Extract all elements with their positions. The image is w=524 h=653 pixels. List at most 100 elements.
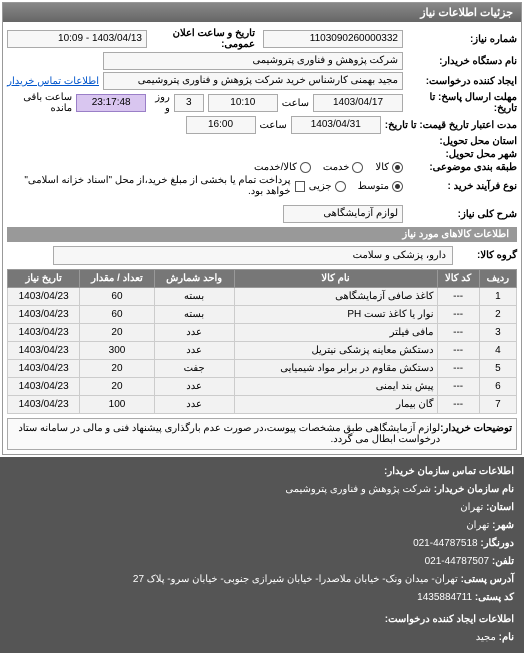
radio-icon <box>335 181 346 192</box>
requester-field: مجید بهمنی کارشناس خرید شرکت پژوهش و فنا… <box>103 72 403 90</box>
table-cell: بسته <box>154 306 234 324</box>
items-table: ردیفکد کالانام کالاواحد شمارشتعداد / مقد… <box>7 269 517 414</box>
table-cell: 1 <box>479 288 516 306</box>
table-cell: گان بیمار <box>234 396 437 414</box>
table-cell: --- <box>437 360 479 378</box>
process-note: پرداخت تمام یا بخشی از مبلغ خرید،از محل … <box>7 175 291 197</box>
table-cell: 2 <box>479 306 516 324</box>
table-cell: 1403/04/23 <box>8 378 80 396</box>
row-group: گروه کالا: دارو، پزشکی و سلامت <box>7 246 517 265</box>
remain-suffix: ساعت باقی مانده <box>7 92 72 114</box>
panel-header: جزئیات اطلاعات نیاز <box>3 3 521 22</box>
table-cell: دستکش مقاوم در برابر مواد شیمیایی <box>234 360 437 378</box>
table-cell: --- <box>437 396 479 414</box>
table-cell: 3 <box>479 324 516 342</box>
process-option[interactable]: متوسط <box>358 181 403 192</box>
table-cell: 1403/04/23 <box>8 396 80 414</box>
city-label: شهر محل تحویل: <box>407 149 517 160</box>
table-cell: --- <box>437 378 479 396</box>
table-cell: عدد <box>154 396 234 414</box>
table-cell: --- <box>437 342 479 360</box>
row-classification: طبقه بندی موضوعی: کالا خدمت کالا/خدمت <box>7 162 517 173</box>
contact-phone-label: تلفن: <box>492 556 514 567</box>
details-panel: جزئیات اطلاعات نیاز شماره نیاز: 11030902… <box>2 2 522 455</box>
table-cell: 300 <box>80 342 154 360</box>
table-cell: پیش بند ایمنی <box>234 378 437 396</box>
table-cell: 20 <box>80 360 154 378</box>
group-field: دارو، پزشکی و سلامت <box>53 246 453 265</box>
radio-icon <box>392 181 403 192</box>
contact-city-row: شهر: تهران <box>10 517 514 535</box>
contact-link[interactable]: اطلاعات تماس خریدار <box>7 76 99 87</box>
table-row[interactable]: 7---گان بیمارعدد1001403/04/23 <box>8 396 517 414</box>
creator-name: مجید <box>476 632 496 643</box>
class-option[interactable]: کالا <box>375 162 403 173</box>
validity-label: مدت اعتبار تاریخ قیمت: تا تاریخ: <box>385 120 517 131</box>
table-header-cell: ردیف <box>479 270 516 288</box>
process-label: نوع فرآیند خرید : <box>407 181 517 192</box>
creator-name-row: نام: مجید <box>10 629 514 647</box>
table-cell: 60 <box>80 288 154 306</box>
table-row[interactable]: 3---مافی فیلترعدد201403/04/23 <box>8 324 517 342</box>
contact-postcode-row: کد پستی: 1435884711 <box>10 589 514 607</box>
desc-label: توضیحات خریدار: <box>440 423 512 445</box>
contact-phone: 44787507-021 <box>425 556 490 567</box>
radio-label: کالا <box>375 162 389 173</box>
announce-label: تاریخ و ساعت اعلان عمومی: <box>151 28 255 50</box>
table-header-row: ردیفکد کالانام کالاواحد شمارشتعداد / مقد… <box>8 270 517 288</box>
row-deadline: مهلت ارسال پاسخ: تا تاریخ: 1403/04/17 سا… <box>7 92 517 114</box>
table-cell: دستکش معاینه پزشکی نیتریل <box>234 342 437 360</box>
validity-date-field: 1403/04/31 <box>291 116 381 134</box>
class-option[interactable]: خدمت <box>323 162 364 173</box>
remain-days-label: روز و <box>150 92 170 114</box>
table-cell: 1403/04/23 <box>8 342 80 360</box>
class-radio-group: کالا خدمت کالا/خدمت <box>254 162 403 173</box>
process-radio-group: متوسط جزیی <box>309 181 403 192</box>
table-header-cell: تاریخ نیاز <box>8 270 80 288</box>
treasury-checkbox[interactable] <box>295 181 305 192</box>
panel-body: شماره نیاز: 1103090260000332 تاریخ و ساع… <box>3 22 521 454</box>
contact-title: اطلاعات تماس سازمان خریدار: <box>10 463 514 481</box>
table-header-cell: کد کالا <box>437 270 479 288</box>
contact-postal-row: آدرس پستی: تهران- میدان ونک- خیابان ملاص… <box>10 571 514 589</box>
radio-label: جزیی <box>309 181 332 192</box>
table-header-cell: واحد شمارش <box>154 270 234 288</box>
class-label: طبقه بندی موضوعی: <box>407 162 517 173</box>
contact-postcode-label: کد پستی: <box>475 592 514 603</box>
table-row[interactable]: 2---نوار یا کاغذ تست PHبسته601403/04/23 <box>8 306 517 324</box>
time-label-1: ساعت <box>282 98 309 109</box>
items-section-header: اطلاعات کالاهای مورد نیاز <box>7 227 517 242</box>
contact-org: شرکت پژوهش و فناوری پتروشیمی <box>285 484 431 495</box>
table-cell: --- <box>437 324 479 342</box>
table-cell: 1403/04/23 <box>8 306 80 324</box>
deadline-label: مهلت ارسال پاسخ: تا تاریخ: <box>407 92 517 114</box>
request-no-label: شماره نیاز: <box>407 34 517 45</box>
table-cell: 20 <box>80 324 154 342</box>
contact-org-label: نام سازمان خریدار: <box>434 484 514 495</box>
table-row[interactable]: 4---دستکش معاینه پزشکی نیتریلعدد3001403/… <box>8 342 517 360</box>
table-row[interactable]: 5---دستکش مقاوم در برابر مواد شیمیاییجفت… <box>8 360 517 378</box>
subject-field: لوازم آزمایشگاهی <box>283 205 403 223</box>
table-cell: --- <box>437 306 479 324</box>
contact-fax-label: دورنگار: <box>480 538 514 549</box>
table-row[interactable]: 6---پیش بند ایمنیعدد201403/04/23 <box>8 378 517 396</box>
contact-phone-row: تلفن: 44787507-021 <box>10 553 514 571</box>
table-cell: بسته <box>154 288 234 306</box>
row-validity: مدت اعتبار تاریخ قیمت: تا تاریخ: 1403/04… <box>7 116 517 134</box>
contact-org-row: نام سازمان خریدار: شرکت پژوهش و فناوری پ… <box>10 481 514 499</box>
subject-label: شرح کلی نیاز: <box>407 209 517 220</box>
row-subject: شرح کلی نیاز: لوازم آزمایشگاهی <box>7 205 517 223</box>
table-header-cell: تعداد / مقدار <box>80 270 154 288</box>
contact-fax: 44787518-021 <box>413 538 478 549</box>
table-cell: نوار یا کاغذ تست PH <box>234 306 437 324</box>
table-row[interactable]: 1---کاغذ صافی آزمایشگاهیبسته601403/04/23 <box>8 288 517 306</box>
table-cell: 4 <box>479 342 516 360</box>
process-option[interactable]: جزیی <box>309 181 346 192</box>
contact-footer: اطلاعات تماس سازمان خریدار: نام سازمان خ… <box>0 457 524 653</box>
table-cell: عدد <box>154 378 234 396</box>
class-option[interactable]: کالا/خدمت <box>254 162 311 173</box>
radio-icon <box>300 162 311 173</box>
table-cell: مافی فیلتر <box>234 324 437 342</box>
radio-icon <box>352 162 363 173</box>
time-label-2: ساعت <box>260 120 287 131</box>
